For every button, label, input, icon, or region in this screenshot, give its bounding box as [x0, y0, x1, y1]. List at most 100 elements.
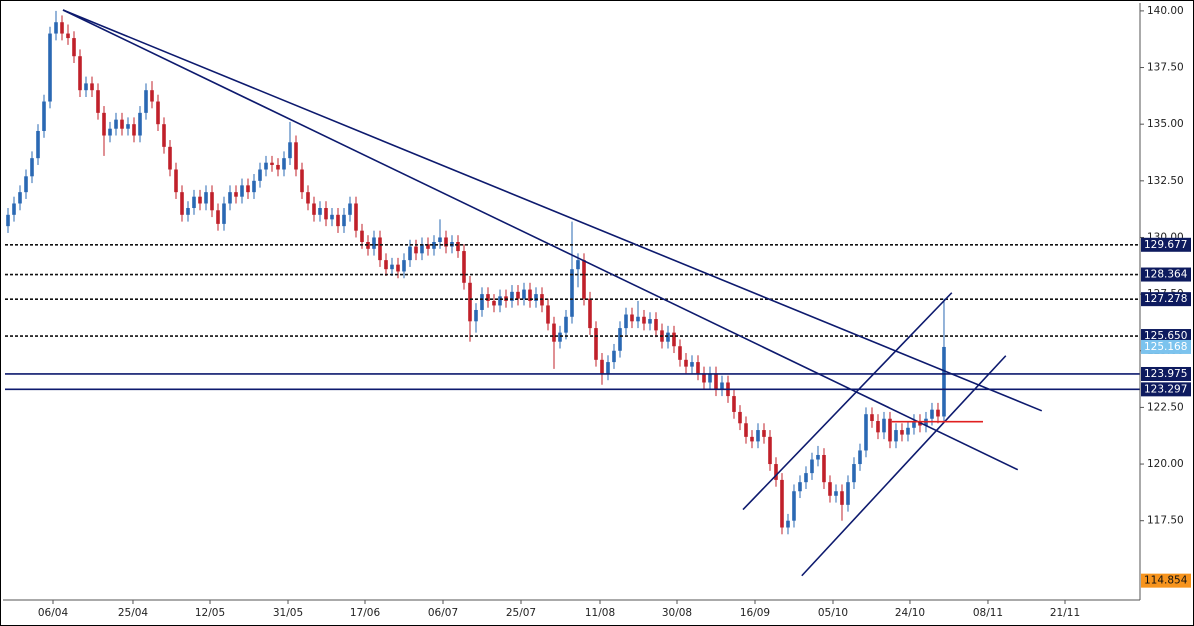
candle-body — [414, 246, 418, 254]
x-tick-label: 12/05 — [195, 607, 225, 619]
candle-body — [732, 396, 736, 412]
candle-body — [378, 237, 382, 261]
candle-body — [444, 237, 448, 247]
candle-body — [858, 450, 862, 465]
candle-body — [318, 208, 322, 215]
candle-body — [138, 112, 142, 136]
candle-body — [66, 33, 70, 39]
candle-body — [174, 169, 178, 193]
candle-body — [678, 346, 682, 360]
price-label-box — [1141, 339, 1191, 354]
candle-body — [468, 282, 472, 322]
candle-body — [240, 185, 244, 197]
level-label-box — [1141, 237, 1191, 252]
candle-body — [48, 33, 52, 102]
candle-body — [210, 192, 214, 211]
candle-body — [882, 418, 886, 433]
candle-body — [786, 520, 790, 528]
y-tick-label: 120.00 — [1147, 458, 1184, 470]
candle-body — [828, 482, 832, 496]
candle-body — [438, 237, 442, 243]
y-tick-label: 140.00 — [1147, 5, 1184, 17]
x-tick-label: 06/07 — [428, 607, 458, 619]
candle-body — [636, 316, 640, 322]
candle-body — [774, 464, 778, 480]
level-label: 123.297 — [1144, 383, 1187, 395]
candle-body — [300, 169, 304, 193]
level-label: 129.677 — [1144, 239, 1187, 251]
y-tick-label: 117.50 — [1147, 515, 1184, 527]
candle-body — [606, 362, 610, 374]
candle-body — [684, 359, 688, 367]
candle-body — [912, 421, 916, 428]
candle-body — [810, 459, 814, 474]
candle-body — [840, 491, 844, 505]
candle-body — [60, 22, 64, 34]
x-tick-label: 21/11 — [1050, 607, 1080, 619]
candle-body — [198, 196, 202, 204]
candle-body — [756, 430, 760, 442]
level-label: 125.650 — [1144, 330, 1187, 342]
candle-body — [930, 409, 934, 419]
trend-line — [801, 355, 1007, 577]
candle-body — [270, 162, 274, 165]
candle-body — [876, 421, 880, 433]
candle-body — [354, 203, 358, 231]
candle-body — [180, 192, 184, 215]
candle-body — [714, 373, 718, 390]
price-label: 125.168 — [1144, 341, 1187, 353]
candle-body — [426, 244, 430, 249]
candle-body — [738, 411, 742, 424]
candle-body — [474, 309, 478, 322]
candle-body — [768, 436, 772, 465]
candle-body — [342, 214, 346, 227]
candle-body — [252, 180, 256, 193]
candle-body — [798, 482, 802, 492]
trend-line — [62, 9, 1019, 471]
y-tick-label: 122.50 — [1147, 401, 1184, 413]
candle-body — [246, 185, 250, 193]
candle-body — [144, 90, 148, 113]
candle-body — [888, 418, 892, 442]
candle-body — [390, 264, 394, 270]
candle-body — [294, 142, 298, 170]
trend-line — [62, 9, 1043, 412]
candle-body — [72, 38, 76, 57]
candle-body — [582, 260, 586, 299]
candle-body — [648, 319, 652, 324]
candle-body — [96, 90, 100, 113]
candle-body — [432, 242, 436, 249]
level-label: 128.364 — [1144, 269, 1188, 281]
candle-body — [624, 314, 628, 329]
x-tick-label: 05/10 — [818, 607, 848, 619]
candle-body — [36, 130, 40, 159]
candle-body — [312, 203, 316, 215]
candle-body — [936, 409, 940, 417]
level-label-box — [1141, 329, 1191, 344]
candle-body — [102, 112, 106, 136]
x-tick-label: 17/06 — [350, 607, 381, 619]
candle-body — [576, 260, 580, 270]
candle-body — [84, 83, 88, 91]
x-tick-label: 06/04 — [38, 607, 69, 619]
trend-line — [742, 292, 953, 511]
candle-body — [396, 264, 400, 272]
candle-body — [222, 203, 226, 224]
candle-body — [588, 298, 592, 329]
candle-body — [150, 90, 154, 102]
candle-body — [348, 203, 352, 215]
price-label: 114.854 — [1144, 575, 1188, 587]
candle-body — [30, 158, 34, 177]
candle-body — [852, 464, 856, 483]
candle-body — [492, 300, 496, 306]
candle-body — [408, 246, 412, 261]
candle-body — [108, 128, 112, 136]
candle-body — [762, 430, 766, 437]
candle-body — [510, 291, 514, 301]
candle-body — [126, 124, 130, 129]
candle-body — [750, 436, 754, 442]
candle-body — [168, 146, 172, 170]
candle-body — [612, 350, 616, 363]
